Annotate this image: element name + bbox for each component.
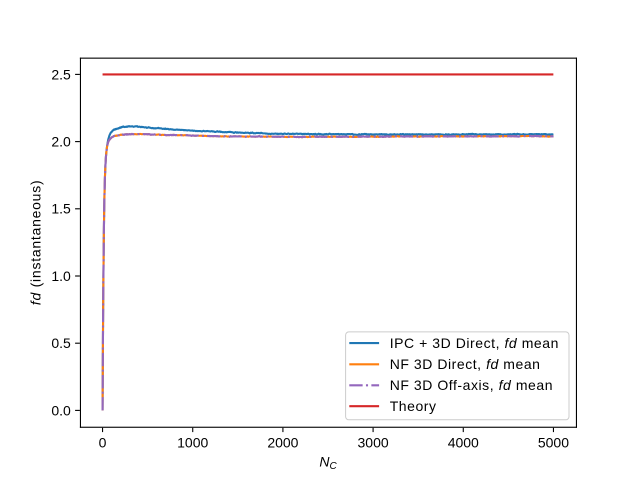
svg-text:NF 3D Direct, fd mean: NF 3D Direct, fd mean [390, 356, 541, 372]
svg-text:fd (instantaneous): fd (instantaneous) [28, 180, 44, 306]
svg-text:2.5: 2.5 [51, 66, 71, 82]
svg-text:4000: 4000 [448, 435, 479, 451]
svg-text:1000: 1000 [177, 435, 208, 451]
svg-text:1.0: 1.0 [51, 268, 71, 284]
svg-text:IPC + 3D Direct, fd mean: IPC + 3D Direct, fd mean [390, 335, 559, 351]
svg-text:0.5: 0.5 [51, 335, 71, 351]
svg-text:2000: 2000 [267, 435, 298, 451]
svg-text:0: 0 [99, 435, 107, 451]
svg-text:0.0: 0.0 [51, 402, 71, 418]
svg-text:1.5: 1.5 [51, 201, 71, 217]
svg-text:2.0: 2.0 [51, 134, 71, 150]
svg-text:NC: NC [319, 454, 337, 473]
svg-text:5000: 5000 [538, 435, 569, 451]
svg-text:NF 3D Off-axis, fd mean: NF 3D Off-axis, fd mean [390, 377, 553, 393]
svg-text:3000: 3000 [358, 435, 389, 451]
svg-text:Theory: Theory [390, 398, 437, 414]
